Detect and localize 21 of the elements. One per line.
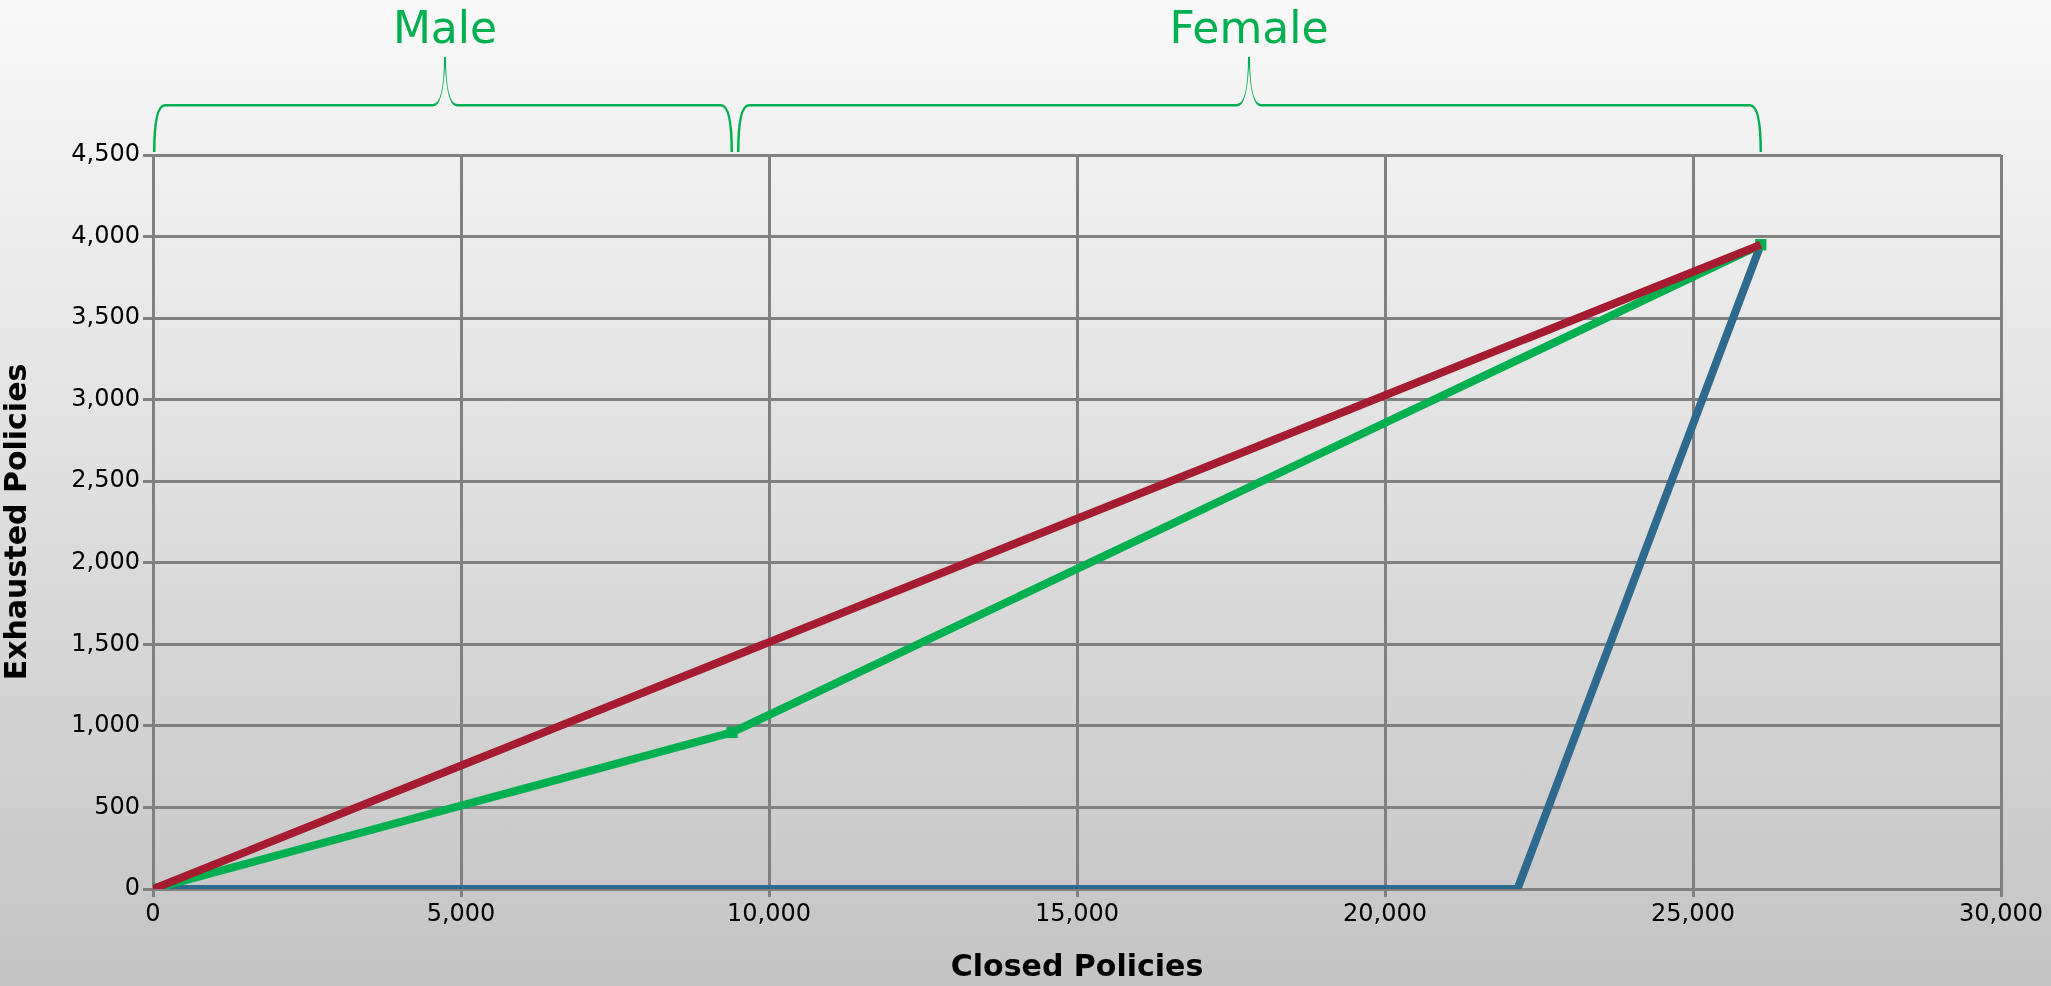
y-tick-label: 4,500 <box>71 139 140 168</box>
text: Female <box>1169 2 1329 53</box>
text: Male <box>392 2 498 53</box>
x-tick-label: 20,000 <box>1343 898 1427 927</box>
y-tick-label: 2,000 <box>71 547 140 576</box>
y-tick-label: 3,500 <box>71 302 140 331</box>
x-tick-label: 25,000 <box>1651 898 1735 927</box>
x-tick-label: 10,000 <box>727 898 811 927</box>
y-tick-label: 4,000 <box>71 220 140 249</box>
y-tick-label: 1,500 <box>71 628 140 657</box>
y-tick-label: 0 <box>124 873 140 902</box>
x-tick-label: 30,000 <box>1959 898 2043 927</box>
x-tick-label: 0 <box>145 898 161 927</box>
x-axis-title: Closed Policies <box>950 947 1204 983</box>
x-tick-label: 15,000 <box>1035 898 1119 927</box>
y-tick-label: 3,000 <box>71 383 140 412</box>
y-axis-title: Exhausted Policies <box>0 363 33 681</box>
x-tick-label: 5,000 <box>426 898 496 927</box>
y-tick-label: 500 <box>94 791 140 820</box>
y-tick-label: 1,000 <box>71 710 140 739</box>
y-tick-label: 2,500 <box>71 465 140 494</box>
